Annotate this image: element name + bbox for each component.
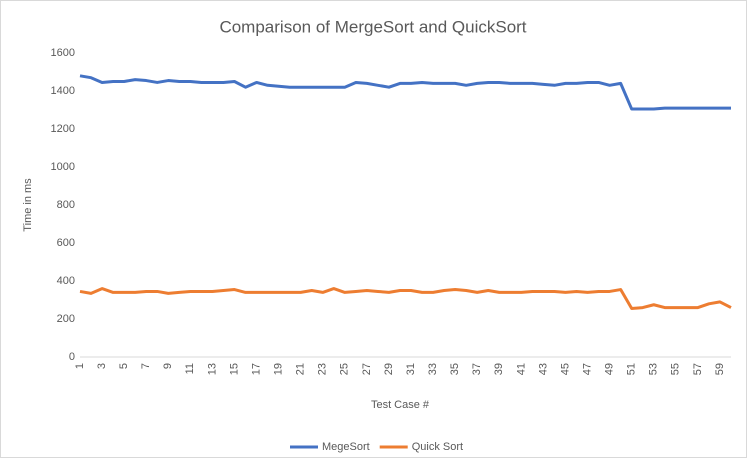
chart-title: Comparison of MergeSort and QuickSort [219, 17, 526, 36]
y-tick-label: 800 [57, 199, 75, 211]
x-tick-label: 3 [96, 363, 108, 369]
x-tick-label: 15 [228, 363, 240, 375]
y-tick-label: 0 [69, 351, 75, 363]
x-tick-label: 29 [383, 363, 395, 375]
x-tick-label: 35 [449, 363, 461, 375]
x-axis-title: Test Case # [371, 399, 430, 411]
legend-label: Quick Sort [412, 441, 463, 453]
x-tick-label: 39 [493, 363, 505, 375]
x-tick-label: 1 [74, 363, 86, 369]
x-tick-label: 19 [273, 363, 285, 375]
y-axis-title: Time in ms [22, 178, 34, 232]
y-tick-label: 1000 [51, 161, 75, 173]
y-tick-label: 1400 [51, 85, 75, 97]
series-line [79, 74, 731, 111]
x-tick-label: 43 [537, 363, 549, 375]
y-tick-label: 1600 [51, 47, 75, 59]
y-tick-label: 600 [57, 237, 75, 249]
x-tick-label: 55 [670, 363, 682, 375]
y-tick-label: 400 [57, 275, 75, 287]
y-tick-label: 1200 [51, 123, 75, 135]
x-tick-label: 11 [184, 363, 196, 374]
x-tick-label: 7 [140, 363, 152, 369]
x-tick-label: 27 [361, 363, 373, 375]
x-tick-label: 53 [648, 363, 660, 375]
x-tick-label: 57 [692, 363, 704, 375]
series-line [79, 287, 732, 311]
x-tick-label: 41 [515, 363, 527, 375]
x-tick-label: 49 [604, 363, 616, 375]
x-tick-label: 31 [405, 363, 417, 375]
x-tick-label: 47 [581, 363, 593, 375]
x-tick-label: 59 [714, 363, 726, 375]
legend-label: MegeSort [322, 441, 370, 453]
x-tick-label: 17 [250, 363, 262, 375]
x-tick-label: 33 [427, 363, 439, 375]
x-tick-label: 23 [317, 363, 329, 375]
x-tick-label: 25 [339, 363, 351, 375]
x-tick-label: 37 [471, 363, 483, 375]
x-tick-label: 51 [626, 363, 638, 375]
x-tick-label: 13 [206, 363, 218, 375]
x-tick-label: 9 [162, 363, 174, 369]
x-tick-label: 5 [118, 363, 130, 369]
x-tick-label: 21 [295, 363, 307, 375]
x-tick-label: 45 [559, 363, 571, 375]
y-tick-label: 200 [57, 313, 75, 325]
